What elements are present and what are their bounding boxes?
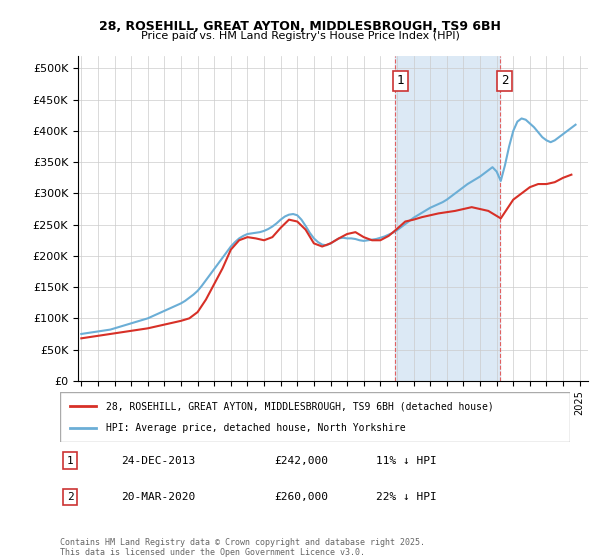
Text: 24-DEC-2013: 24-DEC-2013 <box>121 456 196 465</box>
Text: £242,000: £242,000 <box>274 456 328 465</box>
Text: HPI: Average price, detached house, North Yorkshire: HPI: Average price, detached house, Nort… <box>106 423 406 433</box>
FancyBboxPatch shape <box>60 392 570 442</box>
Text: 28, ROSEHILL, GREAT AYTON, MIDDLESBROUGH, TS9 6BH (detached house): 28, ROSEHILL, GREAT AYTON, MIDDLESBROUGH… <box>106 401 494 411</box>
Text: Contains HM Land Registry data © Crown copyright and database right 2025.
This d: Contains HM Land Registry data © Crown c… <box>60 538 425 557</box>
Text: £260,000: £260,000 <box>274 492 328 502</box>
Bar <box>395 56 500 381</box>
Text: 20-MAR-2020: 20-MAR-2020 <box>121 492 196 502</box>
Text: 1: 1 <box>397 74 404 87</box>
Text: 2: 2 <box>67 492 74 502</box>
Text: Price paid vs. HM Land Registry's House Price Index (HPI): Price paid vs. HM Land Registry's House … <box>140 31 460 41</box>
Text: 28, ROSEHILL, GREAT AYTON, MIDDLESBROUGH, TS9 6BH: 28, ROSEHILL, GREAT AYTON, MIDDLESBROUGH… <box>99 20 501 32</box>
Text: 2: 2 <box>501 74 509 87</box>
Text: 22% ↓ HPI: 22% ↓ HPI <box>376 492 437 502</box>
Text: 1: 1 <box>67 456 74 465</box>
Text: 11% ↓ HPI: 11% ↓ HPI <box>376 456 437 465</box>
